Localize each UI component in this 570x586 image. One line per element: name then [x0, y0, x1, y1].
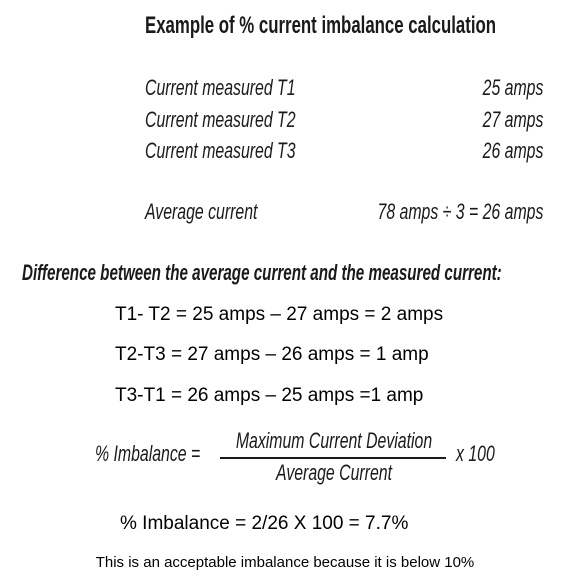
- measurement-label: Current measured T2: [145, 107, 296, 132]
- formula-numerator: Maximum Current Deviation: [235, 428, 433, 453]
- difference: T3-T1 = 26 amps – 25 amps =1 amp: [115, 385, 424, 406]
- average-value: 78 amps ÷ 3 = 26 amps: [377, 199, 543, 224]
- measurement-value: 27 amps: [482, 107, 543, 132]
- difference: T1- T2 = 25 amps – 27 amps = 2 amps: [115, 304, 444, 325]
- formula-lhs: % Imbalance =: [95, 441, 201, 466]
- note: This is an acceptable imbalance because …: [95, 554, 475, 571]
- title: Example of % current imbalance calculati…: [145, 12, 497, 39]
- measurement-label: Current measured T3: [145, 138, 296, 163]
- difference: T2-T3 = 27 amps – 26 amps = 1 amp: [115, 344, 429, 365]
- result: % Imbalance = 2/26 X 100 = 7.7%: [120, 513, 409, 534]
- measurement-label: Current measured T1: [145, 75, 296, 100]
- measurement-value: 25 amps: [482, 75, 543, 100]
- formula-multiplier: x 100: [456, 441, 495, 466]
- measurement-value: 26 amps: [482, 138, 543, 163]
- average-label: Average current: [145, 199, 258, 224]
- formula-denominator: Average Current: [276, 460, 392, 485]
- fraction-bar: [220, 457, 446, 459]
- difference-heading: Difference between the average current a…: [22, 260, 502, 285]
